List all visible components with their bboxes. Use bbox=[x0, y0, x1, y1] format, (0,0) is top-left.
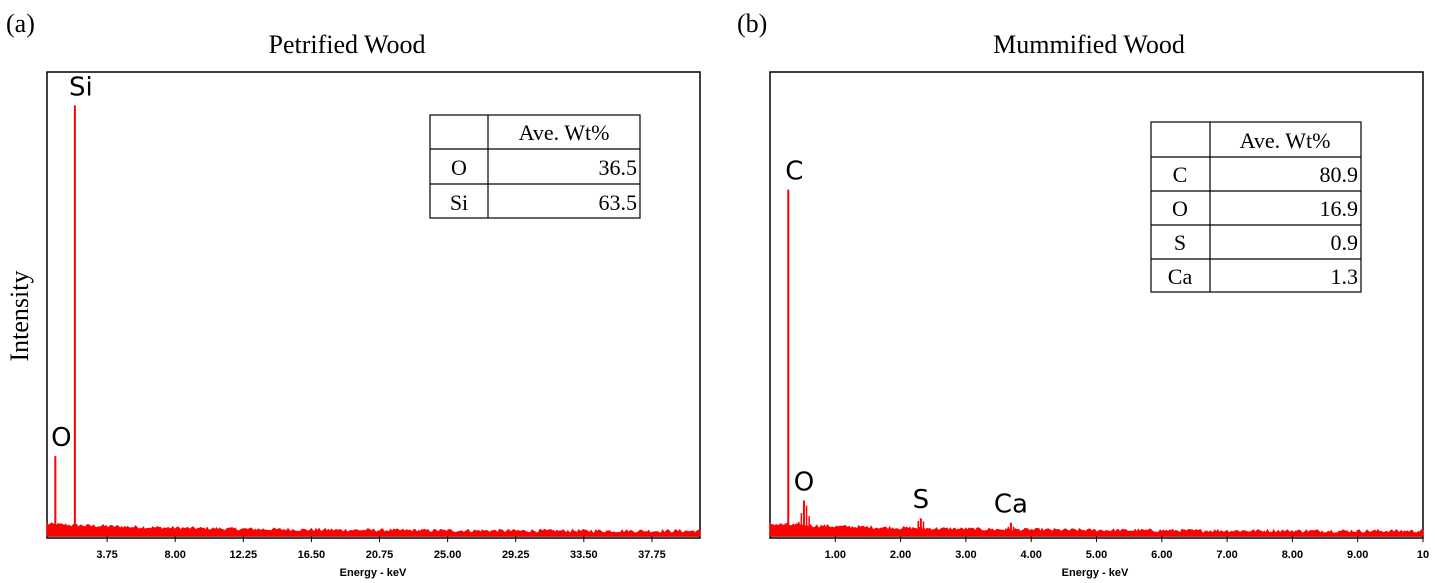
panel-b: (b) Mummified Wood 1.00 2.00 3.00 4.00 5.00 6… bbox=[737, 9, 1429, 579]
x-tick-label: 3.00 bbox=[955, 549, 976, 561]
table-b-row-s-value: 0.9 bbox=[1331, 230, 1359, 255]
x-tick-label: 10 bbox=[1417, 549, 1429, 561]
x-tick-label: 1.00 bbox=[825, 549, 846, 561]
x-tick-label: 8.00 bbox=[164, 549, 185, 561]
table-b-row-o-element: O bbox=[1172, 196, 1188, 221]
x-tick-label: 6.00 bbox=[1151, 549, 1172, 561]
peak-label-s-b: S bbox=[913, 485, 930, 515]
x-tick-label: 29.25 bbox=[502, 549, 530, 561]
x-tick-label: 8.00 bbox=[1282, 549, 1303, 561]
x-tick-label: 33.50 bbox=[570, 549, 598, 561]
y-axis-label: Intensity bbox=[5, 271, 34, 362]
table-a-row-o-value: 36.5 bbox=[599, 155, 638, 180]
table-b-row-s-element: S bbox=[1174, 230, 1186, 255]
table-b-row-o-value: 16.9 bbox=[1320, 196, 1359, 221]
composition-table-b: Ave. Wt% C 80.9 O 16.9 S 0.9 Ca 1.3 bbox=[1150, 121, 1362, 293]
composition-table-a: Ave. Wt% O 36.5 Si 63.5 bbox=[429, 114, 641, 219]
x-tick-label: 4.00 bbox=[1020, 549, 1041, 561]
x-ticks-b: 1.00 2.00 3.00 4.00 5.00 6.00 7.00 8.00 9.00 10 bbox=[770, 535, 1429, 561]
peak-label-o-b: O bbox=[794, 467, 814, 497]
spectrum-a bbox=[46, 105, 701, 537]
spectrum-background-b bbox=[769, 521, 1424, 537]
table-a-row-o-element: O bbox=[451, 155, 467, 180]
table-a-row-si-value: 63.5 bbox=[599, 190, 638, 215]
peak-labels-a: O Si bbox=[51, 72, 93, 453]
chart-title-a: Petrified Wood bbox=[268, 30, 425, 59]
panel-label-b: (b) bbox=[737, 9, 767, 38]
x-tick-label: 20.75 bbox=[366, 549, 394, 561]
x-tick-label: 3.75 bbox=[96, 549, 117, 561]
spectrum-background-a bbox=[46, 522, 701, 537]
table-a-row-si-element: Si bbox=[450, 190, 468, 215]
table-b-row-c-value: 80.9 bbox=[1320, 162, 1359, 187]
x-tick-label: 16.50 bbox=[298, 549, 326, 561]
peak-label-si-a: Si bbox=[69, 72, 93, 102]
x-tick-label: 37.75 bbox=[638, 549, 666, 561]
x-tick-label: 9.00 bbox=[1347, 549, 1368, 561]
x-tick-label: 5.00 bbox=[1086, 549, 1107, 561]
table-b-header: Ave. Wt% bbox=[1240, 128, 1331, 153]
x-tick-label: 2.00 bbox=[890, 549, 911, 561]
panel-label-a: (a) bbox=[6, 9, 35, 38]
x-tick-label: 25.00 bbox=[434, 549, 462, 561]
plot-frame-a bbox=[46, 71, 701, 539]
x-axis-label-a: Energy - keV bbox=[340, 567, 407, 579]
peak-label-ca-b: Ca bbox=[994, 490, 1028, 520]
spectrum-b bbox=[769, 189, 1424, 537]
table-b-row-c-element: C bbox=[1173, 162, 1188, 187]
peak-label-c-b: C bbox=[785, 157, 803, 187]
x-axis-label-b: Energy - keV bbox=[1062, 567, 1129, 579]
chart-title-b: Mummified Wood bbox=[993, 30, 1185, 59]
peak-label-o-a: O bbox=[51, 423, 71, 453]
peak-labels-b: C O S Ca bbox=[785, 157, 1028, 520]
table-a-header: Ave. Wt% bbox=[519, 120, 610, 145]
x-tick-label: 7.00 bbox=[1216, 549, 1237, 561]
panel-a: (a) Petrified Wood 3.75 8.00 12.25 16.50 20.… bbox=[6, 9, 701, 579]
x-tick-label: 12.25 bbox=[230, 549, 258, 561]
x-ticks-a: 3.75 8.00 12.25 16.50 20.75 25.00 29.25 33.50 37… bbox=[47, 535, 700, 561]
table-b-row-ca-element: Ca bbox=[1168, 264, 1193, 289]
table-b-row-ca-value: 1.3 bbox=[1331, 264, 1359, 289]
